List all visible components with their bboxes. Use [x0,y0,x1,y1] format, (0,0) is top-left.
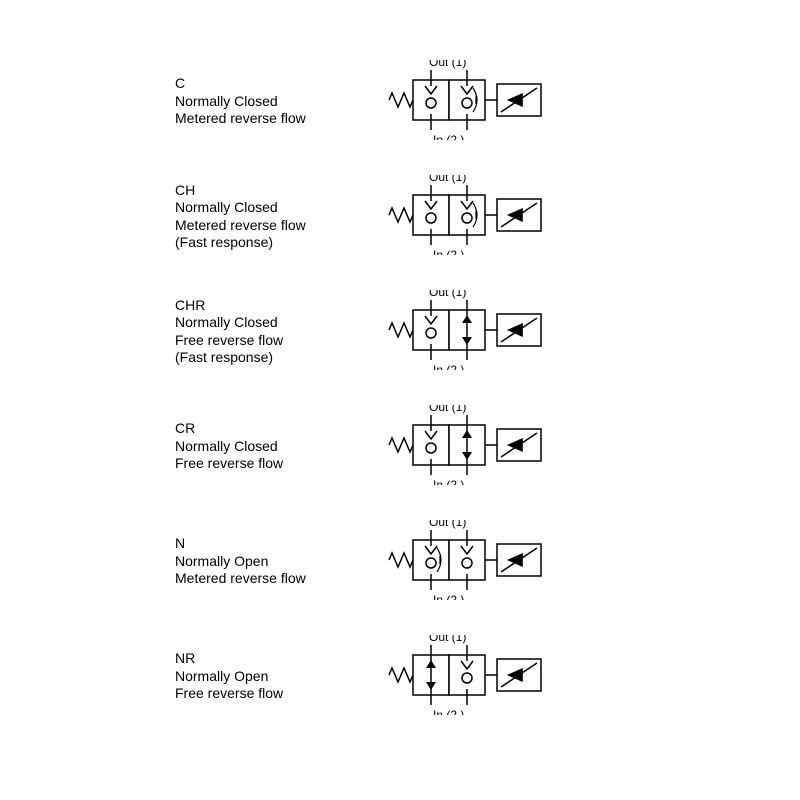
valve-row: CNormally ClosedMetered reverse flowOut … [0,60,800,143]
valve-code: NR [175,650,385,668]
valve-label: NNormally OpenMetered reverse flow [175,535,385,588]
valve-desc-line: Normally Closed [175,314,385,332]
valve-desc-line: Metered reverse flow [175,110,385,128]
valve-code: C [175,75,385,93]
svg-text:Out (1): Out (1) [429,60,466,69]
valve-symbol: Out (1) In (2 ) [385,405,605,485]
valve-desc-line: Normally Open [175,553,385,571]
svg-text:In (2 ): In (2 ) [433,708,464,715]
valve-label: CHRNormally ClosedFree reverse flow(Fast… [175,297,385,367]
valve-symbol: Out (1) In (2 ) [385,290,605,370]
svg-text:In (2 ): In (2 ) [433,363,464,370]
svg-text:In (2 ): In (2 ) [433,133,464,140]
valve-desc-line: Normally Open [175,668,385,686]
svg-text:In (2 ): In (2 ) [433,248,464,255]
valve-desc-line: Normally Closed [175,93,385,111]
valve-symbol-wrap: Out (1) In (2 ) [385,290,605,373]
valve-symbol-wrap: Out (1) In (2 ) [385,405,605,488]
valve-code: N [175,535,385,553]
valve-row: NRNormally OpenFree reverse flow Out (1) I… [0,635,800,718]
valve-symbol-wrap: Out (1) In (2 ) [385,60,605,143]
valve-code: CR [175,420,385,438]
svg-text:Out (1): Out (1) [429,290,466,299]
svg-text:Out (1): Out (1) [429,520,466,529]
valve-symbol: Out (1) In (2 ) [385,175,605,255]
valve-label: CHNormally ClosedMetered reverse flow(Fa… [175,182,385,252]
valve-desc-line: Metered reverse flow [175,570,385,588]
svg-text:Out (1): Out (1) [429,405,466,414]
valve-label: CRNormally ClosedFree reverse flow [175,420,385,473]
valve-desc-line: Free reverse flow [175,455,385,473]
valve-code: CH [175,182,385,200]
svg-text:In (2 ): In (2 ) [433,593,464,600]
valve-desc-line: Free reverse flow [175,332,385,350]
valve-symbol-wrap: Out (1) In (2 ) [385,175,605,258]
valve-desc-line: Free reverse flow [175,685,385,703]
valve-desc-line: (Fast response) [175,234,385,252]
valve-symbol: Out (1) In (2 ) [385,60,605,140]
valve-code: CHR [175,297,385,315]
svg-text:Out (1): Out (1) [429,175,466,184]
valve-symbol-wrap: Out (1) In (2 ) [385,520,605,603]
valve-desc-line: Metered reverse flow [175,217,385,235]
valve-label: CNormally ClosedMetered reverse flow [175,75,385,128]
valve-row: CHNormally ClosedMetered reverse flow(Fa… [0,175,800,258]
svg-text:In (2 ): In (2 ) [433,478,464,485]
valve-row: CRNormally ClosedFree reverse flowOut (1… [0,405,800,488]
valve-label: NRNormally OpenFree reverse flow [175,650,385,703]
valve-symbol: Out (1) In (2 ) [385,520,605,600]
valve-symbol: Out (1) In (2 ) [385,635,605,715]
valve-desc-line: Normally Closed [175,438,385,456]
valve-row: CHRNormally ClosedFree reverse flow(Fast… [0,290,800,373]
valve-row: NNormally OpenMetered reverse flowOut (1… [0,520,800,603]
valve-desc-line: Normally Closed [175,199,385,217]
valve-desc-line: (Fast response) [175,349,385,367]
valve-symbol-wrap: Out (1) In (2 ) [385,635,605,718]
svg-text:Out (1): Out (1) [429,635,466,644]
